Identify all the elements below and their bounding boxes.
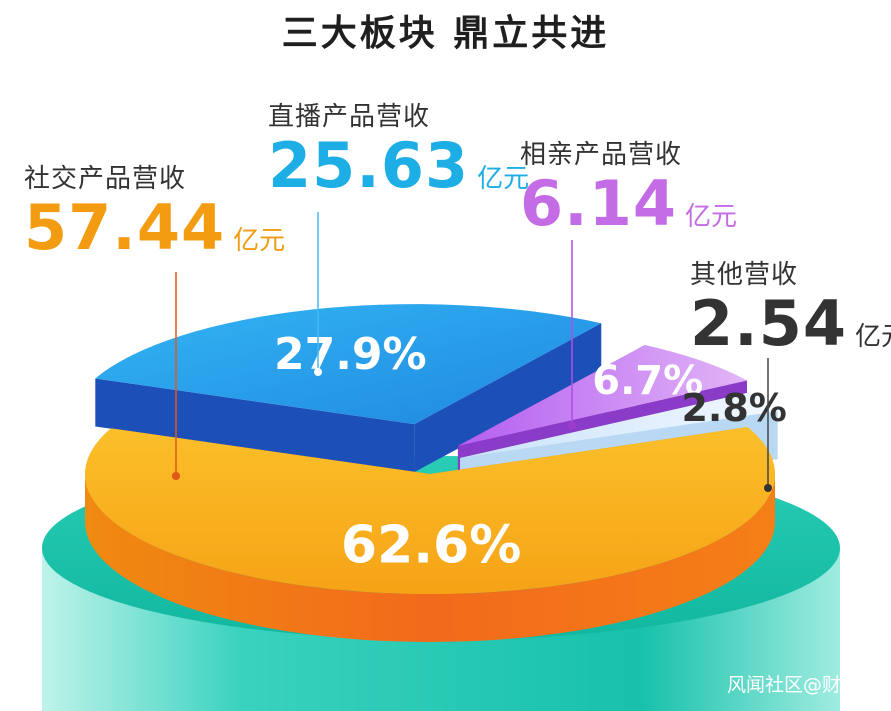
callout-social-value: 57.44	[24, 191, 226, 264]
percent-labels: 27.9% 6.7%2.8% 62.6%	[274, 329, 787, 575]
slice-live-wall-start	[95, 378, 415, 473]
percent-label-social: 62.6%	[341, 515, 521, 575]
leader-dot-social	[172, 472, 180, 480]
slice-live-wall-end	[414, 323, 602, 473]
callout-other: 其他营收 2.54 亿元	[690, 254, 891, 355]
callout-other-value: 2.54	[690, 287, 847, 360]
leader-dot-dating	[568, 422, 576, 430]
callout-dating-unit: 亿元	[684, 202, 737, 232]
callout-live-value-row: 25.63 亿元	[268, 135, 529, 197]
leader-lines	[172, 212, 772, 492]
callout-live: 直播产品营收 25.63 亿元	[268, 96, 529, 197]
callout-dating-value-row: 6.14 亿元	[520, 173, 737, 235]
callout-social-unit: 亿元	[233, 226, 286, 256]
slice-social	[85, 427, 776, 642]
slice-dating-top	[457, 345, 748, 446]
percent-label-other: 2.8%	[681, 386, 786, 430]
callout-live-value: 25.63	[268, 129, 470, 202]
slice-live-top	[95, 304, 602, 425]
chart-title: 三大板块 鼎立共进	[281, 13, 610, 54]
callout-other-unit: 亿元	[854, 322, 891, 352]
callout-social-label: 社交产品营收	[24, 164, 187, 194]
leader-dot-other	[764, 484, 772, 492]
slice-social-side	[85, 474, 775, 642]
percent-label-live: 27.9%	[274, 329, 427, 380]
callout-other-value-row: 2.54 亿元	[690, 293, 891, 355]
slice-live	[95, 304, 602, 473]
callout-dating-value: 6.14	[520, 167, 677, 240]
leader-dot-live	[314, 368, 322, 376]
watermark: 风闻社区@财经玛	[726, 674, 879, 696]
callout-dating-label: 相亲产品营收	[520, 140, 683, 170]
callout-social: 社交产品营收 57.44 亿元	[24, 158, 285, 259]
slice-other-top	[460, 392, 778, 458]
slice-social-top	[85, 427, 776, 595]
percent-label-dating: 6.7%	[592, 358, 703, 404]
callout-other-label: 其他营收	[690, 260, 799, 290]
callout-dating: 相亲产品营收 6.14 亿元	[520, 134, 737, 235]
callout-live-label: 直播产品营收	[268, 102, 431, 132]
callout-live-unit: 亿元	[477, 164, 530, 194]
callout-social-value-row: 57.44 亿元	[24, 197, 285, 259]
pie-slices	[85, 304, 778, 642]
